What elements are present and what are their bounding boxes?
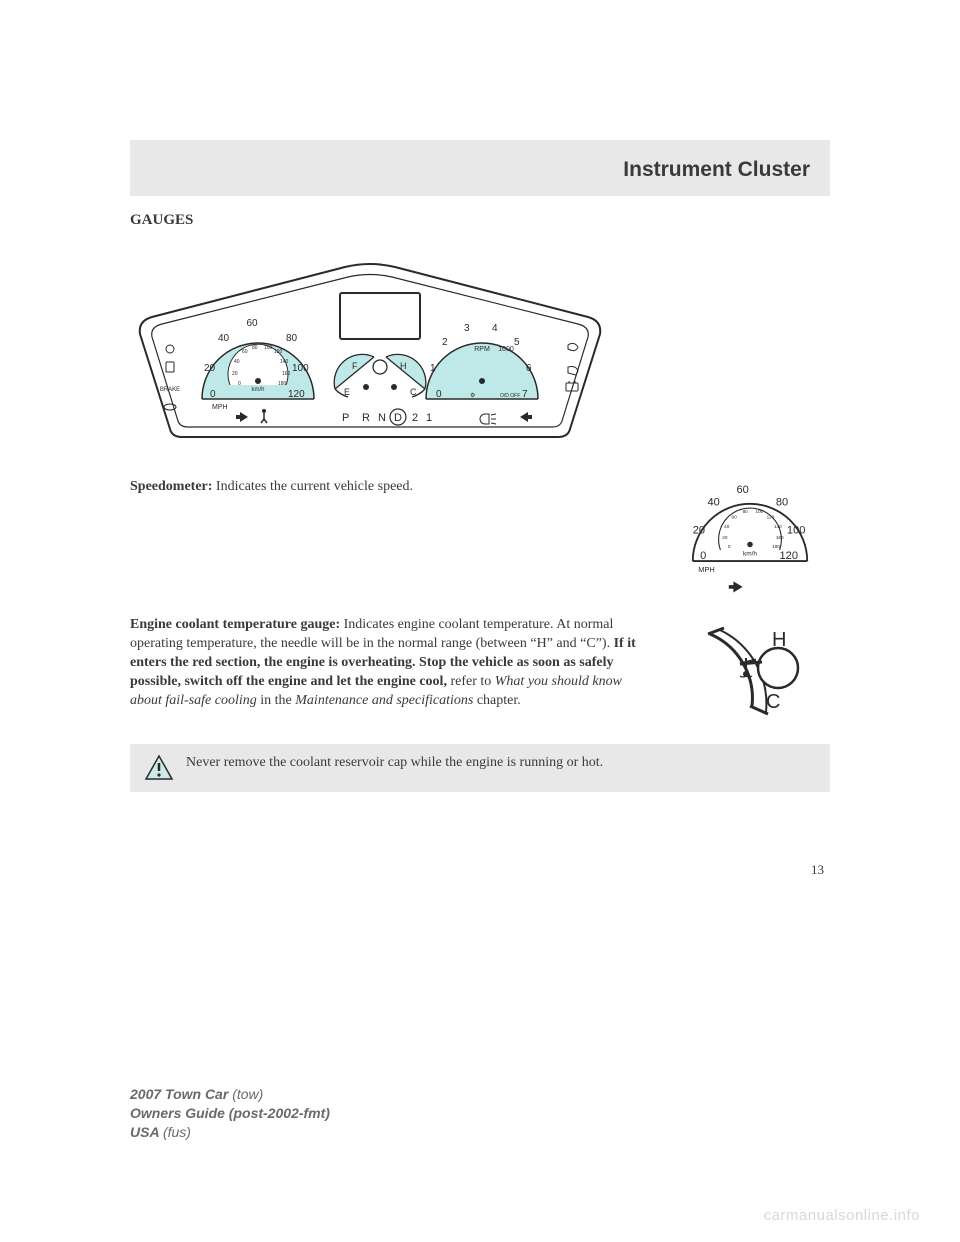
coolant-section: Engine coolant temperature gauge: Indica… bbox=[130, 616, 830, 726]
svg-text:H: H bbox=[772, 629, 786, 651]
speedometer-desc: Indicates the current vehicle speed. bbox=[212, 479, 413, 494]
svg-text:RPM: RPM bbox=[474, 346, 490, 353]
svg-text:60: 60 bbox=[246, 318, 258, 329]
footer-region: USA bbox=[130, 1124, 163, 1140]
svg-text:120: 120 bbox=[288, 389, 305, 400]
page-title: Instrument Cluster bbox=[623, 158, 810, 181]
speedometer-label: Speedometer: bbox=[130, 479, 212, 494]
svg-text:4: 4 bbox=[492, 323, 498, 334]
svg-text:100: 100 bbox=[756, 509, 764, 514]
svg-text:100: 100 bbox=[264, 345, 273, 351]
svg-text:40: 40 bbox=[708, 497, 720, 509]
svg-text:160: 160 bbox=[776, 535, 784, 540]
instrument-cluster-diagram: BRAKE 0 20 40 60 80 100 120 0 2 bbox=[130, 249, 830, 454]
svg-text:P: P bbox=[342, 412, 355, 424]
svg-text:40: 40 bbox=[724, 524, 730, 529]
svg-text:100: 100 bbox=[787, 524, 805, 536]
svg-text:MPH: MPH bbox=[698, 565, 714, 574]
page-number: 13 bbox=[130, 862, 830, 878]
svg-text:80: 80 bbox=[252, 345, 258, 351]
svg-text:40: 40 bbox=[218, 333, 230, 344]
warning-icon bbox=[144, 754, 174, 782]
svg-text:C: C bbox=[766, 691, 780, 713]
svg-text:0: 0 bbox=[728, 544, 731, 549]
svg-text:60: 60 bbox=[242, 349, 248, 355]
svg-text:2: 2 bbox=[412, 412, 418, 424]
svg-text:140: 140 bbox=[774, 524, 782, 529]
footer-model-code: (tow) bbox=[232, 1086, 263, 1102]
svg-text:O/D OFF: O/D OFF bbox=[500, 393, 520, 399]
coolant-desc4: chapter. bbox=[473, 693, 520, 708]
svg-text:2: 2 bbox=[442, 337, 448, 348]
svg-text:60: 60 bbox=[732, 515, 738, 520]
svg-text:3: 3 bbox=[464, 323, 470, 334]
coolant-desc3: in the bbox=[257, 693, 296, 708]
speedometer-text: Speedometer: Indicates the current vehic… bbox=[130, 478, 640, 598]
svg-text:N: N bbox=[378, 412, 386, 424]
svg-text:F: F bbox=[352, 361, 358, 371]
warning-box: Never remove the coolant reservoir cap w… bbox=[130, 744, 830, 792]
warning-text: Never remove the coolant reservoir cap w… bbox=[186, 754, 603, 773]
svg-text:km/h: km/h bbox=[743, 551, 757, 558]
svg-text:120: 120 bbox=[767, 515, 775, 520]
header-bar: Instrument Cluster bbox=[130, 140, 830, 196]
coolant-desc2: refer to bbox=[447, 674, 495, 689]
coolant-italic2: Maintenance and specifications bbox=[295, 693, 473, 708]
svg-text:MPH: MPH bbox=[212, 404, 228, 411]
coolant-detail-diagram: H C bbox=[670, 616, 830, 726]
svg-text:140: 140 bbox=[280, 359, 289, 365]
svg-text:80: 80 bbox=[286, 333, 298, 344]
coolant-text: Engine coolant temperature gauge: Indica… bbox=[130, 616, 640, 726]
svg-text:H: H bbox=[400, 361, 407, 371]
svg-text:0: 0 bbox=[210, 389, 216, 400]
svg-text:0: 0 bbox=[436, 389, 442, 400]
svg-text:R: R bbox=[362, 412, 370, 424]
svg-text:E: E bbox=[344, 387, 350, 397]
svg-text:D: D bbox=[394, 412, 402, 424]
svg-text:7: 7 bbox=[522, 389, 528, 400]
svg-text:80: 80 bbox=[776, 497, 788, 509]
footer-model: 2007 Town Car bbox=[130, 1086, 232, 1102]
svg-text:120: 120 bbox=[780, 550, 798, 562]
svg-text:180: 180 bbox=[278, 381, 287, 387]
section-heading: GAUGES bbox=[130, 212, 830, 229]
svg-text:BRAKE: BRAKE bbox=[160, 387, 180, 393]
svg-text:6: 6 bbox=[526, 363, 532, 374]
footer-region-code: (fus) bbox=[163, 1124, 191, 1140]
speedometer-detail-diagram: 0 20 40 60 80 100 120 0 20 40 60 80 100 … bbox=[670, 478, 830, 598]
svg-text:20: 20 bbox=[693, 524, 705, 536]
svg-text:120: 120 bbox=[274, 349, 283, 355]
svg-text:20: 20 bbox=[722, 535, 728, 540]
svg-text:5: 5 bbox=[514, 337, 520, 348]
svg-text:20: 20 bbox=[232, 371, 238, 377]
svg-text:1: 1 bbox=[430, 363, 436, 374]
svg-text:100: 100 bbox=[292, 363, 309, 374]
svg-text:km/h: km/h bbox=[251, 387, 264, 393]
watermark: carmanualsonline.info bbox=[764, 1207, 920, 1224]
svg-text:80: 80 bbox=[743, 509, 749, 514]
svg-text:C: C bbox=[410, 387, 417, 397]
svg-text:⚙: ⚙ bbox=[470, 392, 475, 399]
footer-guide: Owners Guide (post-2002-fmt) bbox=[130, 1105, 330, 1121]
speedometer-section: Speedometer: Indicates the current vehic… bbox=[130, 478, 830, 598]
svg-text:60: 60 bbox=[736, 484, 748, 496]
coolant-label: Engine coolant temperature gauge: bbox=[130, 617, 340, 632]
svg-text:40: 40 bbox=[234, 359, 240, 365]
svg-text:1000: 1000 bbox=[498, 346, 514, 353]
svg-text:0: 0 bbox=[238, 381, 241, 387]
svg-text:160: 160 bbox=[282, 371, 291, 377]
svg-text:1: 1 bbox=[426, 412, 432, 424]
footer: 2007 Town Car (tow) Owners Guide (post-2… bbox=[130, 1085, 330, 1142]
svg-text:180: 180 bbox=[772, 544, 780, 549]
svg-text:0: 0 bbox=[700, 550, 706, 562]
svg-text:20: 20 bbox=[204, 363, 216, 374]
cluster-svg: BRAKE 0 20 40 60 80 100 120 0 2 bbox=[130, 249, 610, 449]
